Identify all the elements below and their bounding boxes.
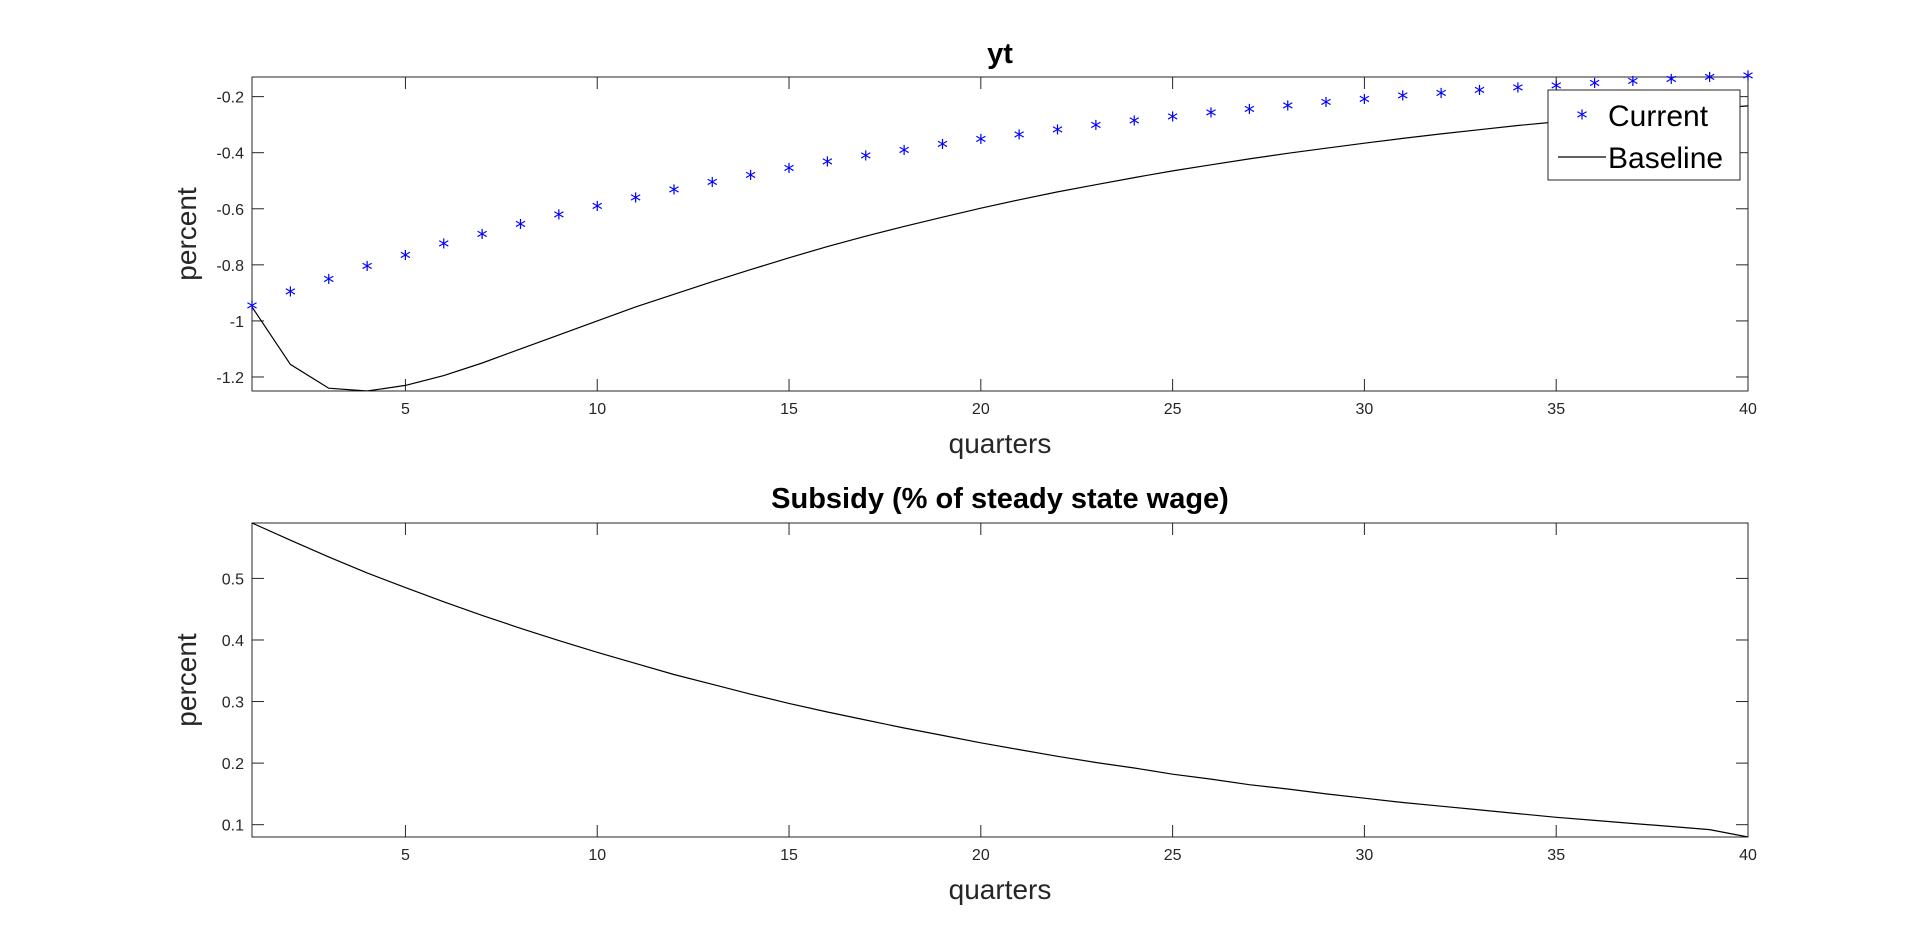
data-point-marker: * xyxy=(630,190,641,215)
x-tick-label: 15 xyxy=(780,847,798,864)
series-group xyxy=(252,105,1749,391)
data-point-marker: * xyxy=(515,217,526,242)
y-tick-label: 0.2 xyxy=(222,756,244,773)
x-axis-label: quarters xyxy=(949,428,1052,459)
series-group xyxy=(252,522,1749,837)
legend-label-current: Current xyxy=(1608,100,1709,133)
data-point-marker: * xyxy=(745,168,756,193)
data-point-marker: * xyxy=(1397,88,1408,113)
data-point-marker: * xyxy=(668,182,679,207)
series-line-baseline xyxy=(252,105,1749,391)
legend-box xyxy=(1547,89,1741,181)
y-tick-label: 0.5 xyxy=(222,571,244,588)
chart-panel-2: 5 10 15 20 25 30 35 40 0.1 0.2 0.3 0.4 0.5 Subsidy (%… xyxy=(171,483,1757,905)
y-tick-label: -0.6 xyxy=(216,202,244,219)
data-point-marker: * xyxy=(1743,68,1754,93)
x-tick-label: 20 xyxy=(972,847,990,864)
data-point-marker: * xyxy=(975,132,986,157)
legend-swatch-marker: * xyxy=(1577,107,1588,132)
data-point-marker: * xyxy=(822,154,833,179)
legend: * Current Baseline xyxy=(1547,89,1741,181)
data-point-marker: * xyxy=(1052,122,1063,147)
data-point-marker: * xyxy=(477,226,488,251)
data-point-marker: * xyxy=(707,175,718,200)
x-tick-label: 25 xyxy=(1164,847,1182,864)
x-axis-label: quarters xyxy=(949,874,1052,905)
y-tick-label: 0.1 xyxy=(222,818,244,835)
data-point-marker: * xyxy=(1627,73,1638,98)
plot-area xyxy=(251,76,1749,392)
x-tick-label: 40 xyxy=(1739,847,1757,864)
data-point-marker: * xyxy=(1359,91,1370,116)
data-point-marker: * xyxy=(1474,83,1485,108)
y-axis-label: percent xyxy=(171,187,202,281)
data-point-marker: * xyxy=(937,137,948,162)
data-point-marker: * xyxy=(1282,98,1293,123)
data-point-marker: * xyxy=(592,198,603,223)
x-tick-label: 30 xyxy=(1356,847,1374,864)
x-tick-label: 10 xyxy=(588,847,606,864)
data-point-marker: * xyxy=(1244,101,1255,126)
data-point-marker: * xyxy=(247,298,258,323)
data-point-marker: * xyxy=(400,247,411,272)
data-point-marker: * xyxy=(285,284,296,309)
y-tick-label: 0.3 xyxy=(222,695,244,712)
data-point-marker: * xyxy=(362,259,373,284)
data-point-marker: * xyxy=(1704,70,1715,95)
data-point-marker: * xyxy=(1589,76,1600,101)
y-axis-label: percent xyxy=(171,633,202,727)
data-point-marker: * xyxy=(438,236,449,261)
x-tick-label: 40 xyxy=(1739,401,1757,418)
data-point-marker: * xyxy=(899,142,910,167)
x-tick-label: 35 xyxy=(1547,847,1565,864)
y-tick-label: 0.4 xyxy=(222,633,244,650)
data-point-marker: * xyxy=(1666,71,1677,96)
x-tick-label: 30 xyxy=(1356,401,1374,418)
data-point-marker: * xyxy=(1321,95,1332,120)
x-tick-label: 15 xyxy=(780,401,798,418)
x-tick-label: 10 xyxy=(588,401,606,418)
data-point-marker: * xyxy=(323,271,334,296)
y-tick-label: -0.2 xyxy=(216,90,244,107)
x-tick-label: 25 xyxy=(1164,401,1182,418)
y-tick-label: -1 xyxy=(230,314,244,331)
data-point-marker: * xyxy=(784,161,795,186)
data-point-marker: * xyxy=(860,148,871,173)
data-point-marker: * xyxy=(1014,127,1025,152)
data-point-marker: * xyxy=(1512,80,1523,105)
legend-label-baseline: Baseline xyxy=(1608,142,1723,175)
y-tick-label: -0.8 xyxy=(216,258,244,275)
data-point-marker: * xyxy=(1205,105,1216,130)
chart-panel-1: 5 10 15 20 25 30 35 40 -1.2 -1 -0.8 -0.6 -0.4 -0.2 yt q… xyxy=(171,38,1757,459)
x-tick-label: 35 xyxy=(1547,401,1565,418)
data-point-marker: * xyxy=(1167,109,1178,134)
data-point-marker: * xyxy=(1129,113,1140,138)
x-tick-label: 5 xyxy=(401,847,410,864)
data-point-marker: * xyxy=(1090,117,1101,142)
chart-title: Subsidy (% of steady state wage) xyxy=(771,483,1229,515)
x-tick-label: 20 xyxy=(972,401,990,418)
chart-title: yt xyxy=(987,38,1013,70)
plot-area xyxy=(251,522,1749,838)
data-point-marker: * xyxy=(1436,85,1447,110)
data-point-marker: * xyxy=(553,207,564,232)
x-tick-label: 5 xyxy=(401,401,410,418)
y-tick-label: -1.2 xyxy=(216,370,244,387)
series-line-subsidy xyxy=(252,522,1749,837)
y-tick-label: -0.4 xyxy=(216,146,244,163)
